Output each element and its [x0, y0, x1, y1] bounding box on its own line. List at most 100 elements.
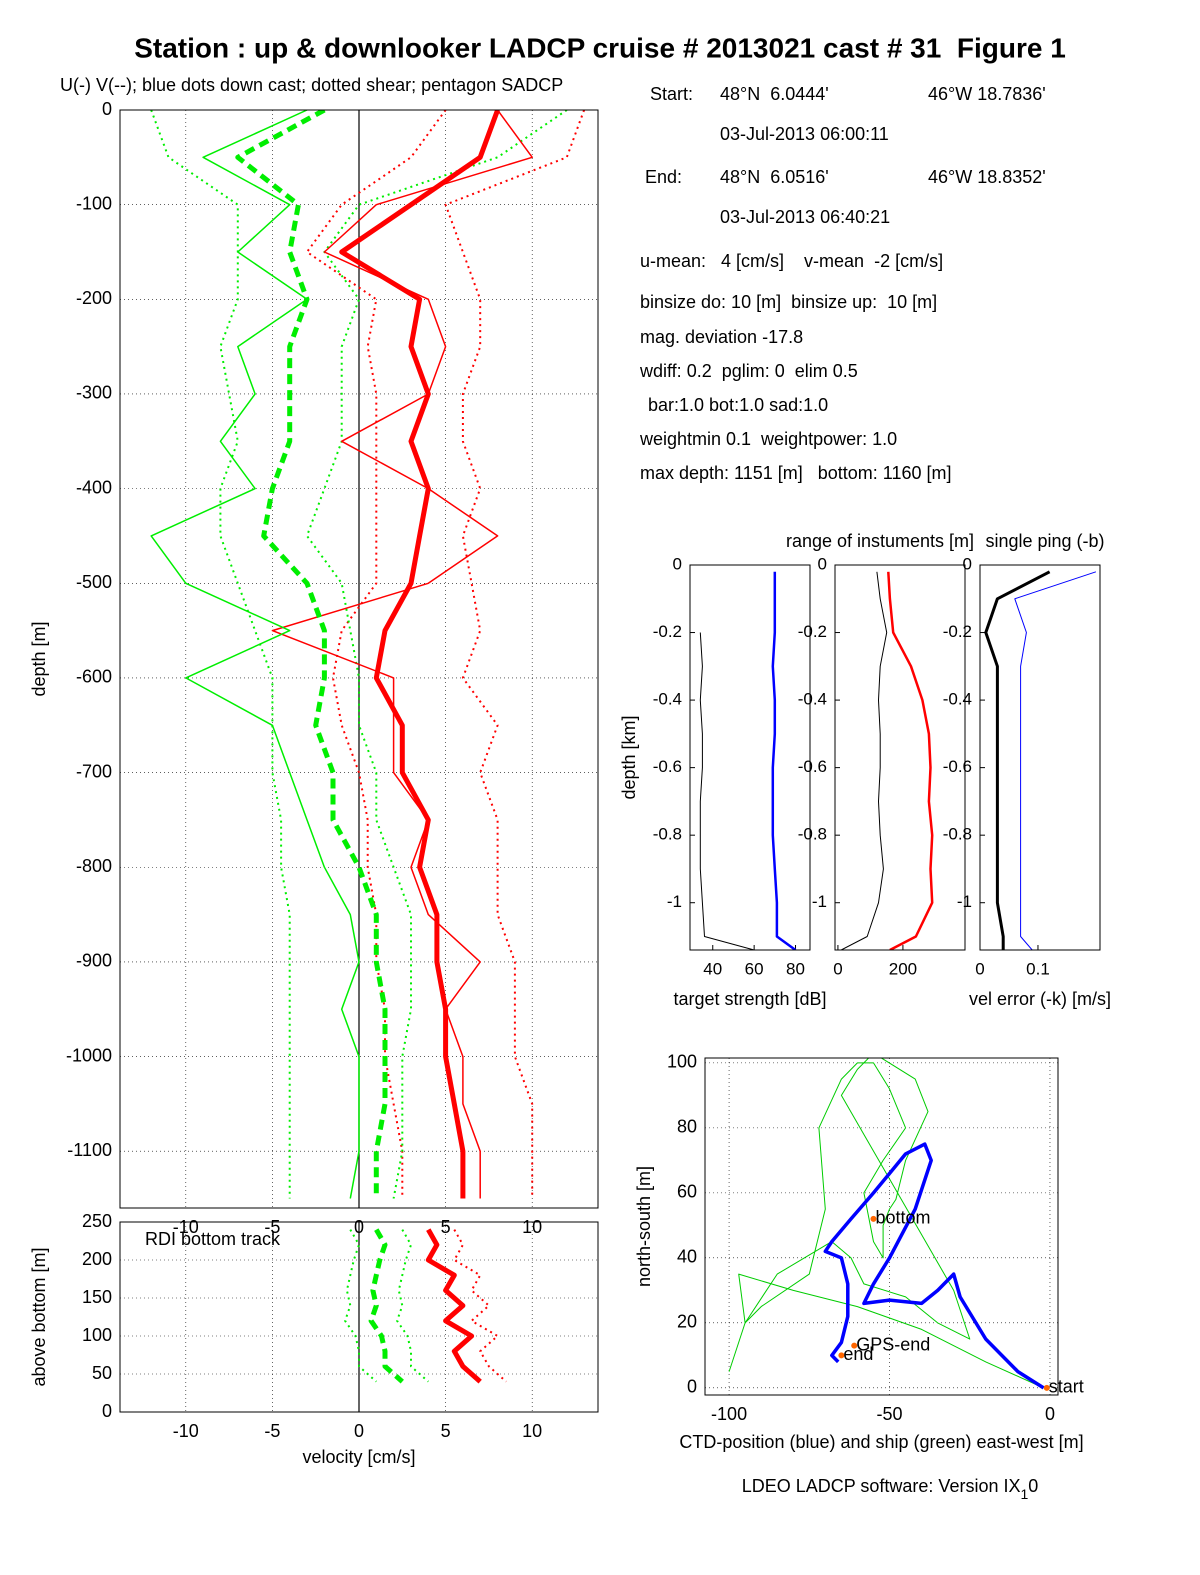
y-tick-label: -0.2 — [798, 622, 827, 641]
axes-frame — [704, 1057, 1059, 1396]
series-line — [984, 570, 1051, 950]
annotation: RDI bottom track — [145, 1229, 281, 1249]
x-tick-label: 0 — [975, 959, 984, 978]
y-tick-label: -1100 — [67, 1140, 112, 1160]
series-line — [1014, 571, 1097, 950]
y-tick-label: 100 — [667, 1052, 697, 1072]
y-tick-label: -500 — [76, 572, 112, 592]
y-tick-label: -0.6 — [798, 757, 827, 776]
axes-frame — [834, 564, 966, 951]
y-tick-label: -100 — [76, 193, 112, 213]
y-tick-label: -1 — [957, 892, 972, 911]
info-text: bar:1.0 bot:1.0 sad:1.0 — [648, 395, 828, 415]
y-tick-label: -0.6 — [653, 757, 682, 776]
y-axis-label: north-south [m] — [634, 1166, 654, 1287]
panel: -100 -50 0 0 20 40 60 80 100 CTD-position (blue) … — [634, 1052, 1084, 1452]
x-tick-label: -10 — [173, 1421, 199, 1441]
x-tick-label: 0.1 — [1026, 959, 1050, 978]
series-line — [150, 110, 360, 1199]
x-tick-label: -50 — [877, 1404, 903, 1424]
chart-title: single ping (-b) — [985, 531, 1104, 551]
info-text: 46°W 18.8352' — [928, 167, 1046, 187]
y-tick-label: 80 — [677, 1117, 697, 1137]
y-tick-label: 0 — [687, 1377, 697, 1397]
chart-title: range of instuments [m] — [786, 531, 974, 551]
y-tick-label: -0.8 — [798, 825, 827, 844]
y-tick-label: -0.6 — [943, 757, 972, 776]
info-text: mag. deviation -17.8 — [640, 327, 803, 347]
y-tick-label: 0 — [102, 99, 112, 119]
series-line — [235, 110, 388, 1199]
info-text: wdiff: 0.2 pglim: 0 elim 0.5 — [639, 361, 858, 381]
x-axis-label: vel error (-k) [m/s] — [969, 989, 1111, 1009]
y-tick-label: -0.4 — [943, 690, 972, 709]
info-text: 03-Jul-2013 06:40:21 — [720, 207, 890, 227]
axes-frame — [979, 564, 1101, 951]
x-tick-label: 0 — [833, 959, 842, 978]
y-tick-label: -1 — [812, 892, 827, 911]
series-line — [823, 1142, 1045, 1390]
series-line — [339, 110, 500, 1199]
series-line — [306, 110, 447, 1199]
y-tick-label: 20 — [677, 1312, 697, 1332]
panel: -10 -5 0 5 100-100-200-300-400-500-600-700-8… — [29, 32, 1066, 1236]
annotation-marker — [838, 1352, 845, 1359]
info-text: End: — [645, 167, 682, 187]
panel: 0 200 0 -0.2 -0.4 -0.6 -0.8 -1 range of instumen… — [786, 531, 974, 979]
x-tick-label: 40 — [703, 959, 722, 978]
series-line — [771, 571, 797, 950]
x-axis-label: CTD-position (blue) and ship (green) eas… — [679, 1432, 1083, 1452]
info-text: u-mean: 4 [cm/s] v-mean -2 [cm/s] — [640, 251, 943, 271]
annotation: end — [843, 1344, 873, 1364]
footer-part: 1 — [1020, 1486, 1028, 1502]
info-text: 03-Jul-2013 06:00:11 — [720, 124, 889, 144]
series-line — [728, 1058, 1044, 1389]
y-axis-label: depth [m] — [29, 621, 49, 696]
y-tick-label: -600 — [76, 667, 112, 687]
y-tick-label: -700 — [76, 761, 112, 781]
x-tick-label: 80 — [786, 959, 805, 978]
series-line — [306, 110, 568, 1199]
chart-title: Station : up & downlooker LADCP cruise #… — [134, 32, 1066, 63]
y-tick-label: 250 — [82, 1211, 112, 1231]
x-axis-label: target strength [dB] — [673, 989, 826, 1009]
y-tick-label: 60 — [677, 1182, 697, 1202]
y-tick-label: -0.8 — [943, 825, 972, 844]
y-tick-label: -0.4 — [798, 690, 827, 709]
y-tick-label: -0.8 — [653, 825, 682, 844]
y-tick-label: 0 — [818, 554, 827, 573]
x-tick-label: -100 — [711, 1404, 747, 1424]
info-text: binsize do: 10 [m] binsize up: 10 [m] — [640, 292, 937, 312]
x-axis-label: velocity [cm/s] — [302, 1447, 415, 1467]
axes-frame — [119, 109, 599, 1209]
annotation: GPS-end — [856, 1334, 930, 1354]
chart-subtitle: U(-) V(--); blue dots down cast; dotted … — [60, 75, 563, 95]
x-tick-label: -5 — [264, 1421, 280, 1441]
info-text: 48°N 6.0516' — [720, 167, 829, 187]
x-tick-label: 60 — [745, 959, 764, 978]
y-tick-label: 0 — [673, 554, 682, 573]
y-tick-label: -400 — [76, 477, 112, 497]
y-axis-label: depth [km] — [619, 715, 639, 799]
series-line — [887, 571, 934, 950]
y-tick-label: -0.2 — [943, 622, 972, 641]
y-tick-label: -1 — [667, 892, 682, 911]
y-tick-label: 40 — [677, 1247, 697, 1267]
series-line — [840, 571, 888, 950]
panel: 40 60 80 0 -0.2 -0.4 -0.6 -0.8 -1 target strength… — [619, 554, 827, 1008]
info-text: 46°W 18.7836' — [928, 84, 1046, 104]
y-tick-label: 0 — [102, 1401, 112, 1421]
series-line — [425, 1228, 482, 1384]
annotation: start — [1049, 1377, 1084, 1397]
series-line — [453, 1229, 507, 1383]
info-text: weightmin 0.1 weightpower: 1.0 — [639, 429, 897, 449]
annotation-marker — [1043, 1384, 1050, 1391]
series-line — [368, 1228, 404, 1384]
annotation: bottom — [875, 1208, 930, 1228]
axes-frame — [689, 564, 811, 951]
series-line — [699, 632, 755, 950]
panel: 0 0.1 0 -0.2 -0.4 -0.6 -0.8 -1 single ping (-b) v… — [943, 531, 1111, 1009]
y-tick-label: -200 — [76, 288, 112, 308]
y-tick-label: 150 — [82, 1287, 112, 1307]
